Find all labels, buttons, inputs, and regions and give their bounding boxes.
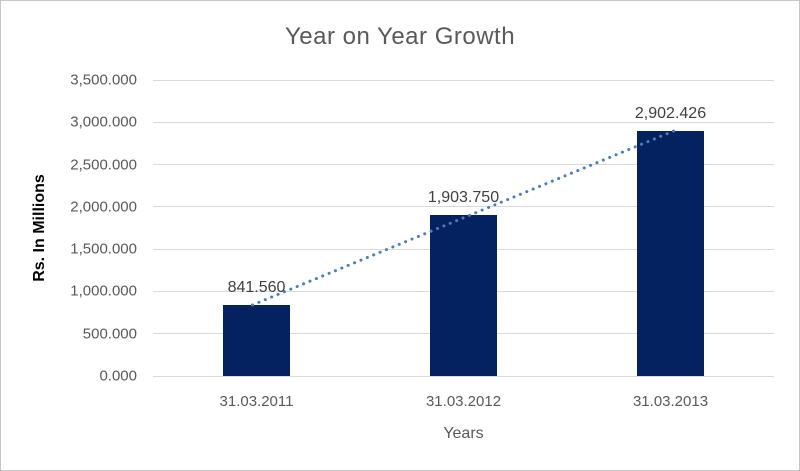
trendline: [251, 129, 676, 307]
y-tick-label: 1,500.000: [70, 240, 137, 258]
data-label: 2,902.426: [634, 104, 707, 122]
y-axis-tick-labels: 0.000 500.000 1,000.000 1,500.000 2,000.000 2…: [1, 72, 137, 385]
plot-area: 841.560 1,903.750 2,902.426: [153, 79, 774, 377]
x-tick-label: 31.03.2013: [632, 393, 709, 410]
bar-31.03.2013: [637, 130, 704, 376]
y-tick-label: 2,500.000: [70, 156, 137, 174]
chart-title: Year on Year Growth: [284, 23, 516, 50]
data-label: 1,903.750: [427, 189, 500, 206]
gridline: [153, 206, 774, 208]
x-axis-line: [153, 375, 774, 377]
gridline: [153, 164, 774, 166]
y-tick-label: 500.000: [82, 325, 137, 343]
data-label: 841.560: [227, 278, 286, 296]
x-tick-label: 31.03.2012: [425, 393, 502, 410]
x-axis-title: Years: [443, 425, 484, 442]
gridline: [153, 79, 774, 81]
bar-31.03.2011: [223, 304, 290, 376]
y-tick-label: 1,000.000: [70, 282, 137, 300]
x-tick-label: 31.03.2011: [219, 393, 294, 410]
gridline: [153, 121, 774, 123]
x-axis-tick-labels: 31.03.2011 31.03.2012 31.03.2013: [153, 393, 774, 413]
y-tick-label: 2,000.000: [70, 198, 137, 216]
y-tick-label: 3,000.000: [70, 113, 137, 131]
y-tick-label: 3,500.000: [70, 71, 137, 89]
y-tick-label: 0.000: [99, 367, 137, 385]
bar-31.03.2012: [430, 215, 497, 376]
